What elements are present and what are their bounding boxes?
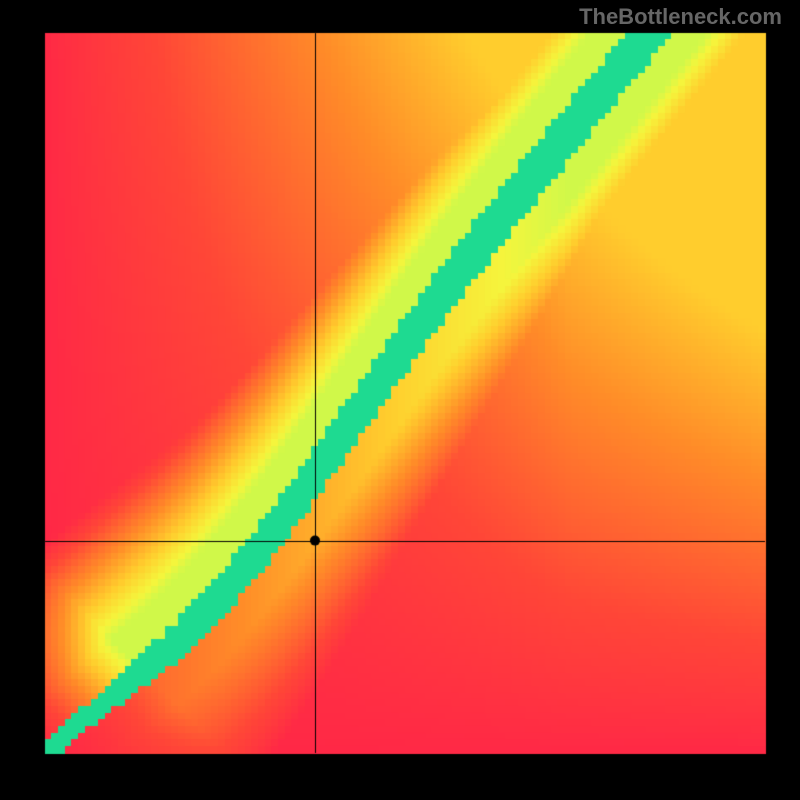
chart-container: { "attribution": { "text": "TheBottlenec… [0, 0, 800, 800]
crosshair-overlay [0, 0, 800, 800]
attribution-text: TheBottleneck.com [579, 4, 782, 30]
